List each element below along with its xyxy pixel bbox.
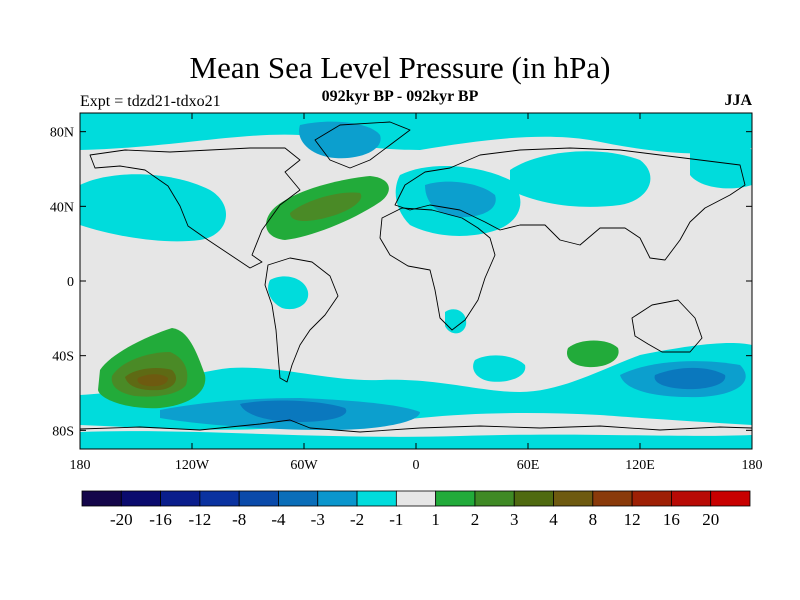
colorbar-label: 16 [663,510,680,529]
colorbar-label: 1 [431,510,440,529]
north-atlantic-high-3 [290,192,362,221]
europe-low-core [425,181,496,218]
map-panel [80,113,752,449]
chart-subtitle: 092kyr BP - 092kyr BP [321,88,479,105]
colorbar-label: 4 [549,510,558,529]
coastline-eurasia [394,147,746,261]
lat-tick-label: 40S [52,350,74,365]
arctic-cyan-band [80,113,752,154]
southern-ocean-low-core [654,367,726,390]
colorbar-label: -2 [350,510,364,529]
colorbar-label: 12 [624,510,641,529]
north-pacific-cyan [80,174,227,242]
indian-ocean-high [566,340,619,368]
coastline-north-america [89,147,301,269]
lon-tick-label: 120E [625,458,655,473]
colorbar-swatch [238,490,279,507]
colorbar-label: -20 [110,510,133,529]
coastline-antarctica [80,419,752,433]
colorbar-label: 2 [471,510,480,529]
colorbar-label: -16 [149,510,172,529]
coastline-australia [631,299,703,353]
colorbar-label: 3 [510,510,519,529]
colorbar-swatch [356,490,397,507]
lat-tick-label: 0 [67,275,74,290]
mozambique-cyan [445,309,467,334]
colorbar-swatch [513,490,554,507]
coastlines [80,121,752,433]
lon-tick-label: 60W [290,458,318,473]
colorbar: -20 -16 -12 -8 -4 -3 -2 -1 1 2 3 4 8 12 16 20 [81,490,751,529]
colorbar-swatch [160,490,201,507]
lon-tick-label: 0 [413,458,420,473]
colorbar-label: -1 [389,510,403,529]
latitude-ticks: 80N 40N 0 40S 80S [50,126,752,439]
colorbar-swatch [199,490,240,507]
antarctic-low-core [240,400,347,422]
lon-tick-label: 120W [175,458,210,473]
colorbar-swatch [395,490,437,507]
colorbar-swatch [435,490,476,507]
experiment-label: Expt = tdzd21-tdxo21 [80,93,221,110]
coastline-africa [379,207,496,331]
siberia-cyan [510,151,651,207]
colorbar-swatch [278,490,319,507]
colorbar-swatch [671,490,712,507]
colorbar-label: -8 [232,510,246,529]
longitude-ticks: 180 120W 60W 0 60E 120E 180 [70,113,763,473]
south-pacific-high-core [137,374,168,387]
colorbar-label: 8 [589,510,598,529]
colorbar-swatch [592,490,633,507]
colorbar-swatch [553,490,594,507]
arctic-low-core [299,121,381,159]
positive-anomaly-layer [98,176,619,409]
chart-title: Mean Sea Level Pressure (in hPa) [189,50,611,85]
colorbar-label: -4 [271,510,286,529]
lon-tick-label: 60E [517,458,540,473]
coastline-south-america [264,257,339,383]
lon-tick-label: 180 [70,458,91,473]
north-pacific-east-cyan [690,143,752,189]
colorbar-swatch [81,490,122,507]
colorbar-swatch [317,490,358,507]
season-label: JJA [724,92,752,109]
south-atlantic-cyan [473,355,526,382]
coastline-greenland [314,121,411,169]
colorbar-swatch [710,490,751,507]
colorbar-swatch [631,490,672,507]
colorbar-label: -3 [311,510,325,529]
colorbar-label: 20 [702,510,719,529]
colorbar-label: -12 [189,510,212,529]
colorbar-swatch [474,490,515,507]
lat-tick-label: 80S [52,424,74,439]
lat-tick-label: 80N [50,126,74,141]
lat-tick-label: 40N [50,200,74,215]
lon-tick-label: 180 [742,458,763,473]
colorbar-swatch [120,490,161,507]
tropical-atlantic-cyan [268,276,309,310]
negative-anomaly-layer [80,113,752,449]
antarctic-coast-cyan [80,431,752,449]
